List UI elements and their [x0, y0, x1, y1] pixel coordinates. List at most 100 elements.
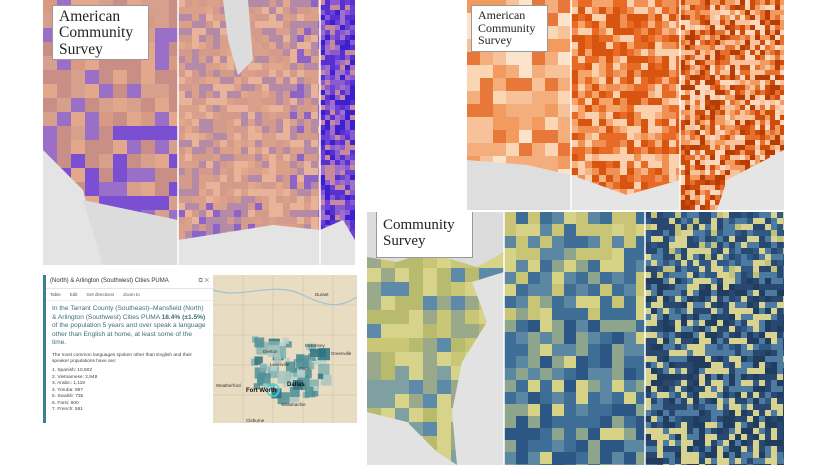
map-region — [220, 49, 228, 57]
tool[interactable]: Table — [50, 292, 61, 297]
map-region — [600, 308, 613, 321]
map-region — [613, 28, 621, 36]
panel-title: Community Survey — [376, 212, 473, 258]
map-region — [753, 344, 760, 351]
map-region — [725, 165, 731, 171]
map-region — [770, 115, 776, 121]
popup-controls[interactable]: ⧉ ✕ — [198, 278, 209, 284]
map-region — [741, 350, 748, 357]
map-region — [340, 75, 346, 81]
map-region — [540, 428, 553, 441]
map-region — [699, 398, 706, 405]
map-region — [578, 175, 586, 183]
map-region — [693, 212, 700, 219]
map-region — [662, 112, 670, 120]
map-region — [725, 35, 731, 41]
map-region — [269, 203, 277, 211]
map-region — [730, 110, 736, 116]
map-region — [695, 85, 701, 91]
map-region — [350, 45, 355, 51]
map-region — [750, 10, 756, 16]
map-region — [645, 416, 652, 423]
map-region — [192, 14, 200, 22]
map-region — [729, 236, 736, 243]
map-region — [648, 126, 656, 134]
place-label: Durant — [315, 292, 329, 297]
map-region — [645, 242, 652, 249]
map-region — [753, 338, 760, 345]
map-region — [735, 105, 741, 111]
map-region — [241, 98, 249, 106]
map-region — [613, 56, 621, 64]
map-region — [699, 272, 706, 279]
map-region — [634, 28, 642, 36]
map-region — [248, 98, 256, 106]
map-region — [206, 189, 214, 197]
map-region — [241, 224, 249, 232]
map-region — [234, 203, 242, 211]
map-region — [325, 40, 331, 46]
map-region — [741, 242, 748, 249]
map-region — [620, 14, 628, 22]
map-region — [663, 380, 670, 387]
map-region — [304, 42, 312, 50]
map-region — [741, 374, 748, 381]
map-region — [199, 175, 207, 183]
map-region — [276, 28, 284, 36]
map-region — [588, 296, 601, 309]
map-region — [729, 368, 736, 375]
map-region — [113, 112, 128, 127]
map-region — [199, 21, 207, 29]
map-region — [335, 170, 341, 176]
map-region — [241, 203, 249, 211]
map-region — [311, 7, 319, 15]
map-region — [663, 260, 670, 267]
map-region — [699, 350, 706, 357]
map-region — [340, 215, 346, 221]
map-region — [634, 140, 642, 148]
map-region — [320, 140, 326, 146]
map-region — [651, 440, 658, 447]
map-region — [771, 248, 778, 255]
map-region — [624, 380, 637, 393]
map-region — [292, 374, 300, 381]
map-region — [516, 248, 529, 261]
tool[interactable]: Edit — [69, 292, 78, 297]
map-region — [627, 133, 635, 141]
map-region — [234, 154, 242, 162]
map-region — [545, 39, 559, 53]
map-region — [585, 0, 593, 8]
map-region — [540, 368, 553, 381]
map-region — [480, 130, 494, 144]
map-region — [715, 135, 721, 141]
map-region — [747, 254, 754, 261]
map-region — [627, 14, 635, 22]
popup-header: (North) & Arlington (Southwest) Cities P… — [46, 275, 213, 289]
tool[interactable]: Get directions — [86, 292, 115, 297]
map-region — [705, 302, 712, 309]
map-region — [717, 398, 724, 405]
map-region — [206, 168, 214, 176]
map-region — [271, 388, 282, 399]
map-region — [262, 210, 270, 218]
map-region — [592, 84, 600, 92]
map-region — [564, 380, 577, 393]
map-region — [552, 224, 565, 237]
map-region — [571, 154, 579, 162]
map-region — [765, 248, 772, 255]
tool[interactable]: Zoom to — [123, 292, 140, 297]
map-region — [699, 404, 706, 411]
map-region — [740, 0, 746, 6]
map-region — [700, 195, 706, 201]
map-region — [720, 155, 726, 161]
map-region — [765, 105, 771, 111]
map-region — [345, 45, 351, 51]
map-region — [612, 284, 625, 297]
map-region — [335, 190, 341, 196]
map-region — [695, 30, 701, 36]
map-region — [711, 356, 718, 363]
map-region — [720, 50, 726, 56]
map-region — [641, 126, 649, 134]
map-region — [705, 422, 712, 429]
map-region — [540, 296, 553, 309]
